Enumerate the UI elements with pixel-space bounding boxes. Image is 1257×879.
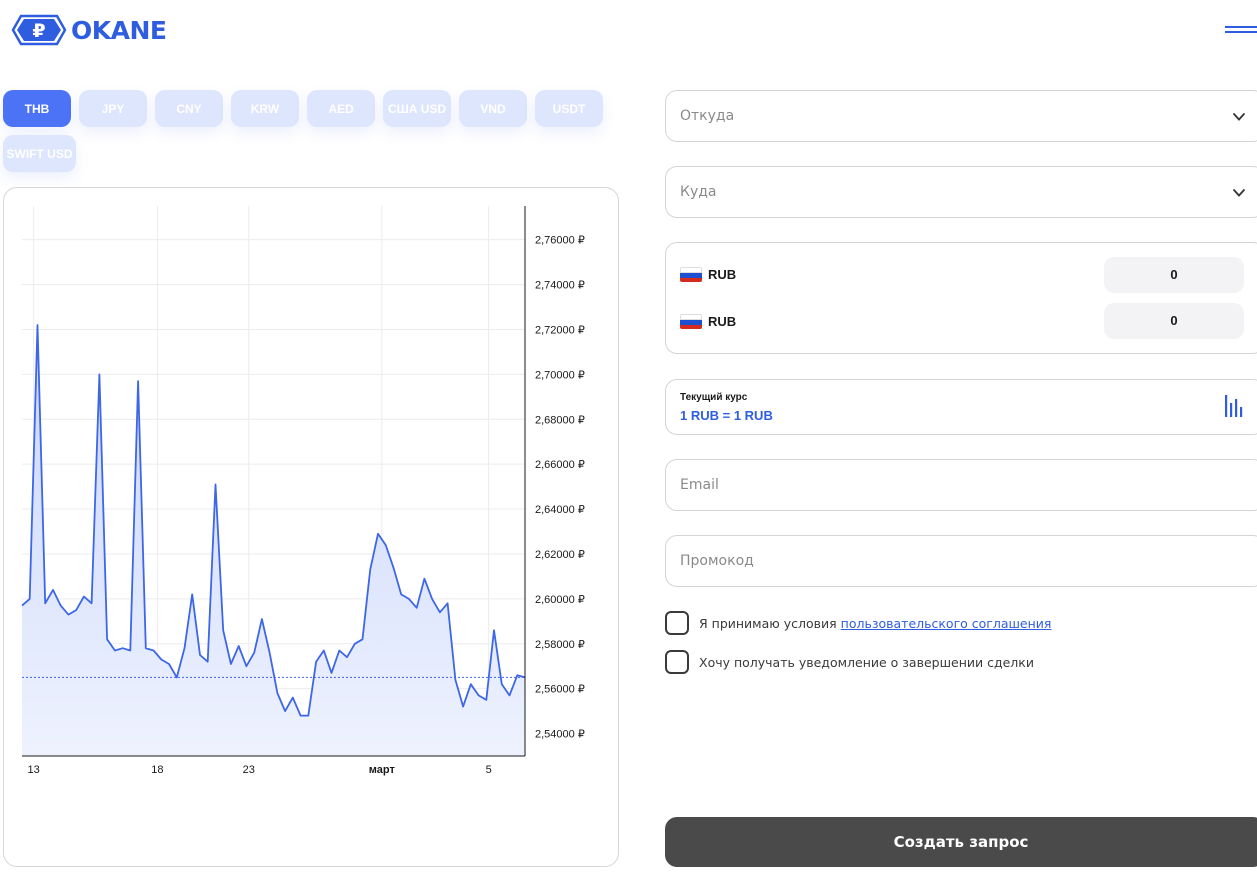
- y-tick-label: 2,60000 ₽: [535, 594, 585, 606]
- email-placeholder: Email: [680, 477, 719, 493]
- notify-row: Хочу получать уведомление о завершении с…: [665, 650, 1034, 674]
- y-tick-label: 2,72000 ₽: [535, 324, 585, 336]
- tab-swift-usd[interactable]: SWIFT USD: [3, 135, 76, 172]
- x-tick-label: 5: [486, 764, 492, 776]
- y-tick-label: 2,66000 ₽: [535, 459, 585, 471]
- x-tick-label: 18: [151, 764, 163, 776]
- currency-from[interactable]: RUB: [680, 267, 736, 282]
- amount-from-input[interactable]: 0: [1104, 257, 1244, 293]
- y-tick-label: 2,64000 ₽: [535, 504, 585, 516]
- to-placeholder: Куда: [680, 184, 717, 200]
- currency-to[interactable]: RUB: [680, 314, 736, 329]
- y-tick-label: 2,54000 ₽: [535, 729, 585, 741]
- y-tick-label: 2,70000 ₽: [535, 369, 585, 381]
- x-tick-label: 23: [243, 764, 255, 776]
- tab-usa-usd[interactable]: США USD: [383, 90, 451, 127]
- x-tick-label: 13: [27, 764, 39, 776]
- amount-box: RUB 0 RUB 0: [665, 242, 1257, 354]
- currency-from-label: RUB: [708, 267, 737, 282]
- notify-checkbox[interactable]: [665, 650, 689, 674]
- y-tick-label: 2,58000 ₽: [535, 639, 585, 651]
- russia-flag-icon: [680, 314, 702, 329]
- tab-usdt[interactable]: USDT: [535, 90, 603, 127]
- logo[interactable]: ₽ OKANE: [11, 12, 167, 48]
- tab-thb[interactable]: THB: [3, 90, 71, 127]
- agree-text: Я принимаю условия: [699, 615, 841, 631]
- menu-button[interactable]: [1225, 26, 1257, 36]
- notify-text: Хочу получать уведомление о завершении с…: [699, 654, 1034, 670]
- tab-aed[interactable]: AED: [307, 90, 375, 127]
- rate-value: 1 RUB = 1 RUB: [680, 408, 773, 423]
- user-agreement-link[interactable]: пользовательского соглашения: [840, 615, 1052, 631]
- menu-line-icon: [1225, 31, 1257, 33]
- russia-flag-icon: [680, 267, 702, 282]
- agree-text-wrap: Я принимаю условия пользовательского сог…: [699, 616, 1051, 631]
- chevron-down-icon: [1233, 189, 1245, 197]
- y-tick-label: 2,74000 ₽: [535, 280, 585, 292]
- chevron-down-icon: [1233, 113, 1245, 121]
- rate-chart[interactable]: 2,54000 ₽ 2,56000 ₽ 2,58000 ₽ 2,60000 ₽ 2,62…: [4, 188, 620, 868]
- email-field[interactable]: Email: [665, 459, 1257, 511]
- x-tick-label: март: [369, 764, 396, 776]
- amount-to-input[interactable]: 0: [1104, 303, 1244, 339]
- series-line: [21, 324, 526, 717]
- promo-code-field[interactable]: Промокод: [665, 535, 1257, 587]
- y-tick-label: 2,76000 ₽: [535, 235, 585, 247]
- menu-line-icon: [1225, 26, 1257, 28]
- logo-symbol: ₽: [32, 20, 45, 42]
- tab-cny[interactable]: CNY: [155, 90, 223, 127]
- agree-terms-checkbox[interactable]: [665, 611, 689, 635]
- series-area: [22, 325, 525, 756]
- promo-placeholder: Промокод: [680, 553, 754, 569]
- y-tick-label: 2,68000 ₽: [535, 414, 585, 426]
- current-rate-box: Текущий курс 1 RUB = 1 RUB: [665, 379, 1257, 435]
- y-tick-label: 2,62000 ₽: [535, 549, 585, 561]
- agree-terms-row: Я принимаю условия пользовательского сог…: [665, 611, 1051, 635]
- tab-vnd[interactable]: VND: [459, 90, 527, 127]
- y-tick-label: 2,56000 ₽: [535, 684, 585, 696]
- create-request-button[interactable]: Создать запрос: [665, 817, 1257, 867]
- rate-chart-card: 2,54000 ₽ 2,56000 ₽ 2,58000 ₽ 2,60000 ₽ 2,62…: [3, 187, 619, 867]
- bar-chart-icon[interactable]: [1224, 392, 1246, 418]
- from-select[interactable]: Откуда: [665, 90, 1257, 142]
- to-select[interactable]: Куда: [665, 166, 1257, 218]
- currency-to-label: RUB: [708, 314, 737, 329]
- from-placeholder: Откуда: [680, 108, 735, 124]
- rate-label: Текущий курс: [680, 392, 748, 403]
- logo-text: OKANE: [71, 15, 167, 45]
- tab-krw[interactable]: KRW: [231, 90, 299, 127]
- okane-logo-icon: ₽: [11, 14, 67, 46]
- tab-jpy[interactable]: JPY: [79, 90, 147, 127]
